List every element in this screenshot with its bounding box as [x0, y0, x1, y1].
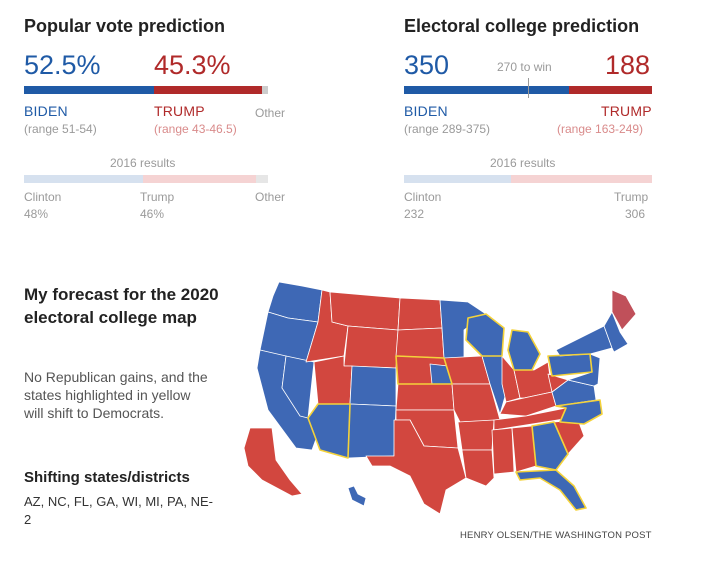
biden-electoral-range: (range 289-375) — [404, 122, 491, 136]
us-electoral-map — [243, 281, 637, 515]
electoral-2016-bar-clinton — [404, 175, 511, 183]
clinton-electoral-name: Clinton — [404, 190, 442, 204]
trump2016-electoral-value: 306 — [625, 207, 646, 221]
popular-2016-bar-clinton — [24, 175, 143, 183]
highlight-az — [307, 403, 351, 459]
other-popular-name: Other — [255, 106, 286, 120]
shifting-list: AZ, NC, FL, GA, WI, MI, PA, NE-2 — [24, 494, 213, 527]
highlight-fl — [515, 469, 587, 511]
state-ak — [243, 427, 303, 497]
biden-popular-value: 52.5% — [24, 50, 101, 80]
electoral-title: Electoral college prediction — [404, 16, 640, 36]
state-sd — [395, 327, 445, 359]
electoral-bar-trump — [569, 86, 652, 94]
highlight-nc — [555, 399, 603, 425]
state-nd — [397, 297, 443, 331]
electoral-2016-bar-trump — [511, 175, 652, 183]
popular-2016-bar-other — [256, 175, 268, 183]
clinton-popular-name: Clinton — [24, 190, 62, 204]
threshold-label: 270 to win — [497, 60, 552, 74]
trump-electoral-range: (range 163-249) — [557, 122, 644, 136]
state-nm — [347, 403, 397, 459]
highlight-ne — [395, 355, 453, 385]
state-tx — [365, 419, 467, 515]
trump-popular-value: 45.3% — [154, 50, 231, 80]
state-wi — [465, 313, 505, 357]
biden-popular-name: BIDEN — [24, 103, 68, 119]
electoral-2016-label: 2016 results — [490, 156, 556, 170]
highlight-wi — [465, 313, 505, 357]
popular-vote-title: Popular vote prediction — [24, 16, 226, 36]
popular-bar-trump — [154, 86, 262, 94]
trump-electoral-name: TRUMP — [601, 103, 652, 119]
popular-bar-biden — [24, 86, 154, 94]
highlight-mi — [507, 329, 541, 371]
state-la — [461, 449, 495, 487]
state-ar — [457, 419, 495, 451]
state-hi — [347, 485, 367, 507]
state-co — [349, 365, 397, 407]
highlight-ga — [531, 421, 569, 471]
state-az — [307, 403, 351, 459]
clinton-popular-value: 48% — [24, 207, 49, 221]
trump-popular-name: TRUMP — [154, 103, 205, 119]
trump2016-electoral-name: Trump — [614, 190, 649, 204]
state-in — [501, 355, 521, 403]
trump-electoral-value: 188 — [605, 50, 651, 80]
state-wy — [343, 325, 399, 369]
map-title: My forecast for the 2020 electoral colle… — [24, 285, 219, 327]
threshold-line — [528, 78, 529, 98]
highlight-pa — [547, 353, 593, 377]
clinton-electoral-value: 232 — [404, 207, 425, 221]
state-mt — [329, 291, 401, 331]
popular-bar-other — [262, 86, 268, 94]
trump2016-popular-name: Trump — [140, 190, 175, 204]
state-mn — [439, 299, 487, 359]
map-description: No Republican gains, and the states high… — [24, 369, 208, 421]
credit: HENRY OLSEN/THE WASHINGTON POST — [460, 530, 652, 541]
electoral-bar-biden — [404, 86, 569, 94]
biden-popular-range: (range 51-54) — [24, 122, 97, 136]
trump-popular-range: (range 43-46.5) — [154, 122, 237, 136]
popular-2016-label: 2016 results — [110, 156, 176, 170]
biden-electoral-name: BIDEN — [404, 103, 448, 119]
shifting-title: Shifting states/districts — [24, 469, 190, 486]
other2016-popular-name: Other — [255, 190, 286, 204]
trump2016-popular-value: 46% — [140, 207, 165, 221]
state-ms — [491, 427, 515, 475]
state-me — [611, 289, 637, 331]
state-wv — [547, 373, 569, 393]
biden-electoral-value: 350 — [404, 50, 450, 80]
popular-2016-bar-trump — [143, 175, 256, 183]
state-ny — [555, 325, 613, 357]
state-ks — [395, 383, 455, 411]
